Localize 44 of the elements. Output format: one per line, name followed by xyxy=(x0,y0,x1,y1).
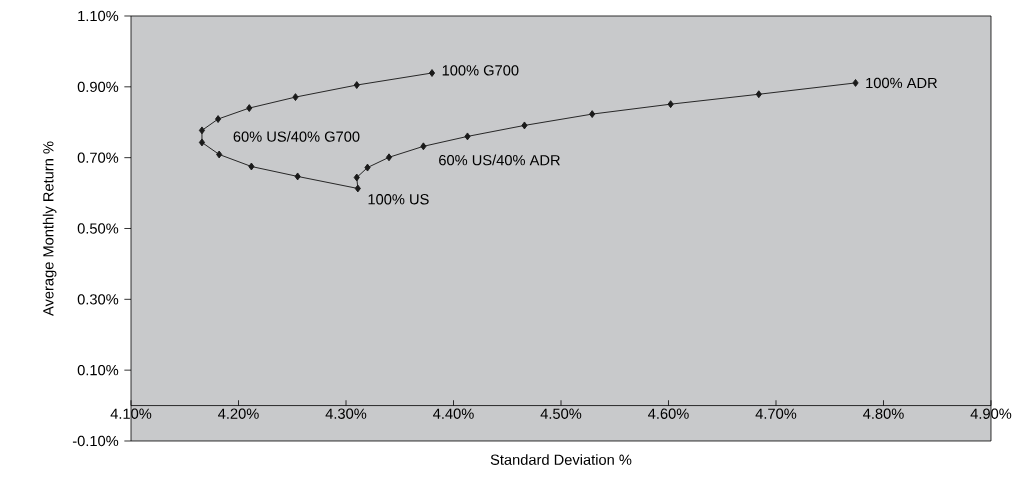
point xyxy=(464,132,471,141)
x-tick-label: 4.30% xyxy=(325,408,367,419)
x-axis-title: Standard Deviation % xyxy=(490,454,632,465)
annotation: 60% US/40% G700 xyxy=(233,131,360,142)
x-tick-label: 4.10% xyxy=(110,408,152,419)
point xyxy=(216,150,223,159)
point xyxy=(589,110,596,119)
annotation: 100% ADR xyxy=(866,77,937,89)
point xyxy=(385,153,393,162)
y-tick-label: 0.70% xyxy=(77,152,119,163)
point xyxy=(353,81,360,89)
annotation: 100% G700 xyxy=(442,65,519,76)
y-tick-label: 0.90% xyxy=(77,81,119,93)
point xyxy=(852,78,859,87)
point xyxy=(294,172,301,181)
x-tick-label: 4.50% xyxy=(540,408,582,419)
point xyxy=(353,173,360,182)
point xyxy=(292,93,299,102)
point xyxy=(246,104,253,113)
point xyxy=(521,121,528,130)
point xyxy=(364,163,371,172)
x-tick-label: 4.90% xyxy=(970,408,1012,419)
point xyxy=(755,90,762,99)
annotation: 100% US xyxy=(368,194,429,205)
point xyxy=(428,69,436,77)
y-tick-label: 0.30% xyxy=(77,294,119,305)
x-tick-label: 4.60% xyxy=(648,408,689,419)
point xyxy=(248,162,255,171)
point xyxy=(215,115,222,123)
y-tick-label: -0.10% xyxy=(72,435,119,447)
y-tick-label: 1.10% xyxy=(78,10,119,22)
point xyxy=(420,142,427,151)
y-tick-label: 0.50% xyxy=(77,223,119,234)
point xyxy=(198,126,206,135)
y-axis-title: Average Monthly Return % xyxy=(42,141,57,316)
x-tick-label: 4.80% xyxy=(863,408,904,419)
x-tick-label: 4.20% xyxy=(218,408,259,419)
x-tick-label: 4.70% xyxy=(755,408,797,419)
point xyxy=(667,100,674,109)
x-tick-label: 4.40% xyxy=(433,408,474,419)
point xyxy=(198,138,206,147)
point xyxy=(354,184,361,193)
annotation: 60% US/40% ADR xyxy=(439,154,560,166)
y-tick-label: 0.10% xyxy=(77,364,119,376)
